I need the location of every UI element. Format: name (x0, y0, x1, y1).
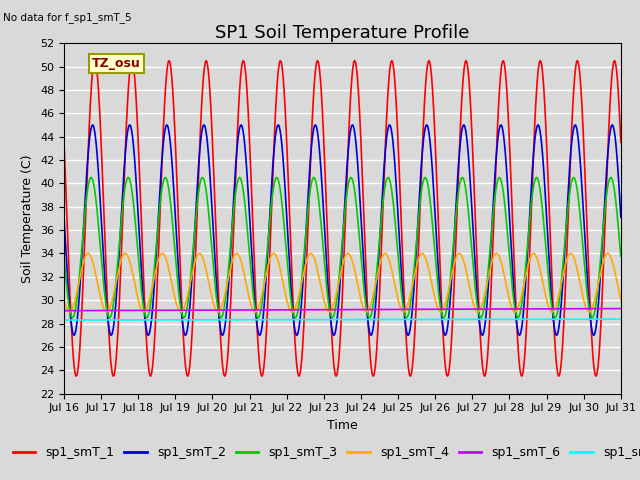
Line: sp1_smT_6: sp1_smT_6 (64, 309, 621, 311)
sp1_smT_3 (293, 312, 301, 318)
sp1_smT_7 (568, 316, 575, 322)
sp1_smT_4 (568, 252, 576, 257)
sp1_smT_2 (617, 214, 625, 220)
Title: SP1 Soil Temperature Profile: SP1 Soil Temperature Profile (215, 24, 470, 42)
sp1_smT_4 (60, 297, 68, 303)
Line: sp1_smT_1: sp1_smT_1 (64, 61, 621, 376)
sp1_smT_3 (520, 280, 528, 286)
sp1_smT_2 (520, 301, 528, 307)
sp1_smT_6 (568, 306, 575, 312)
sp1_smT_1 (60, 140, 68, 145)
sp1_smT_4 (280, 281, 287, 287)
sp1_smT_2 (568, 136, 576, 142)
Y-axis label: Soil Temperature (C): Soil Temperature (C) (22, 154, 35, 283)
sp1_smT_1 (429, 86, 436, 92)
sp1_smT_4 (429, 285, 436, 290)
sp1_smT_1 (72, 373, 80, 379)
X-axis label: Time: Time (327, 419, 358, 432)
sp1_smT_1 (617, 140, 625, 145)
sp1_smT_6 (292, 307, 300, 312)
sp1_smT_7 (617, 316, 625, 322)
sp1_smT_2 (163, 122, 171, 128)
sp1_smT_3 (280, 214, 287, 219)
Line: sp1_smT_2: sp1_smT_2 (64, 125, 621, 335)
sp1_smT_7 (60, 317, 68, 323)
sp1_smT_3 (68, 315, 76, 321)
sp1_smT_3 (617, 253, 625, 259)
Line: sp1_smT_4: sp1_smT_4 (64, 253, 621, 312)
sp1_smT_6 (278, 307, 286, 313)
sp1_smT_3 (568, 177, 576, 183)
sp1_smT_3 (429, 222, 436, 228)
sp1_smT_2 (293, 332, 301, 338)
sp1_smT_6 (617, 306, 625, 312)
sp1_smT_4 (293, 301, 301, 307)
sp1_smT_3 (87, 175, 95, 180)
sp1_smT_6 (183, 307, 191, 313)
sp1_smT_1 (280, 75, 287, 81)
sp1_smT_1 (520, 360, 528, 366)
Text: No data for f_sp1_smT_5: No data for f_sp1_smT_5 (3, 12, 132, 23)
sp1_smT_3 (184, 300, 191, 306)
sp1_smT_2 (280, 158, 287, 164)
sp1_smT_6 (60, 308, 68, 313)
sp1_smT_4 (520, 280, 528, 286)
sp1_smT_2 (145, 332, 152, 338)
sp1_smT_2 (429, 169, 436, 175)
sp1_smT_4 (84, 251, 92, 256)
Legend: sp1_smT_1, sp1_smT_2, sp1_smT_3, sp1_smT_4, sp1_smT_6, sp1_smT_7: sp1_smT_1, sp1_smT_2, sp1_smT_3, sp1_smT… (8, 441, 640, 464)
sp1_smT_6 (520, 306, 527, 312)
sp1_smT_4 (65, 309, 73, 315)
sp1_smT_1 (184, 373, 191, 379)
sp1_smT_2 (60, 214, 68, 220)
sp1_smT_3 (60, 253, 68, 259)
sp1_smT_7 (278, 317, 286, 323)
sp1_smT_1 (91, 58, 99, 64)
sp1_smT_4 (184, 292, 191, 298)
sp1_smT_7 (292, 317, 300, 323)
Text: TZ_osu: TZ_osu (92, 57, 141, 70)
sp1_smT_7 (428, 316, 436, 322)
sp1_smT_7 (520, 316, 527, 322)
sp1_smT_1 (293, 362, 301, 368)
sp1_smT_6 (428, 306, 436, 312)
sp1_smT_2 (184, 324, 191, 330)
sp1_smT_1 (568, 117, 576, 123)
Line: sp1_smT_3: sp1_smT_3 (64, 178, 621, 318)
sp1_smT_4 (617, 297, 625, 303)
Line: sp1_smT_7: sp1_smT_7 (64, 319, 621, 320)
sp1_smT_7 (183, 317, 191, 323)
